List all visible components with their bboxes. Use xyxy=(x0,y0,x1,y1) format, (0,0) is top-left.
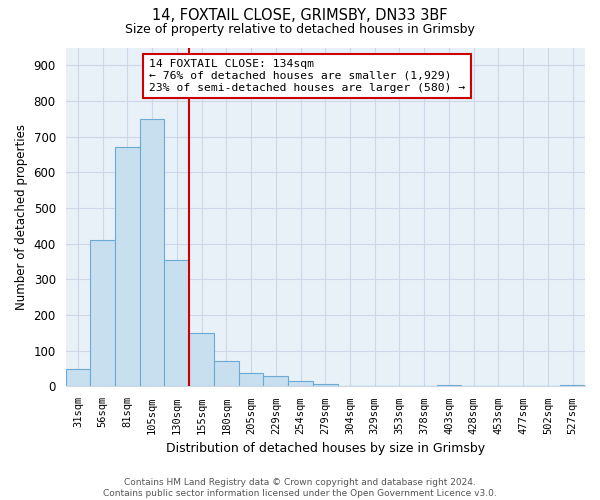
Bar xyxy=(115,148,140,386)
Bar xyxy=(560,384,585,386)
Text: Contains HM Land Registry data © Crown copyright and database right 2024.
Contai: Contains HM Land Registry data © Crown c… xyxy=(103,478,497,498)
Text: 14, FOXTAIL CLOSE, GRIMSBY, DN33 3BF: 14, FOXTAIL CLOSE, GRIMSBY, DN33 3BF xyxy=(152,8,448,22)
Bar xyxy=(164,260,189,386)
Bar xyxy=(214,362,239,386)
X-axis label: Distribution of detached houses by size in Grimsby: Distribution of detached houses by size … xyxy=(166,442,485,455)
Text: Size of property relative to detached houses in Grimsby: Size of property relative to detached ho… xyxy=(125,22,475,36)
Bar xyxy=(313,384,338,386)
Bar xyxy=(189,333,214,386)
Bar xyxy=(288,381,313,386)
Bar xyxy=(239,373,263,386)
Bar xyxy=(263,376,288,386)
Y-axis label: Number of detached properties: Number of detached properties xyxy=(15,124,28,310)
Bar xyxy=(140,119,164,386)
Bar xyxy=(437,384,461,386)
Bar xyxy=(90,240,115,386)
Bar xyxy=(65,368,90,386)
Text: 14 FOXTAIL CLOSE: 134sqm
← 76% of detached houses are smaller (1,929)
23% of sem: 14 FOXTAIL CLOSE: 134sqm ← 76% of detach… xyxy=(149,60,465,92)
